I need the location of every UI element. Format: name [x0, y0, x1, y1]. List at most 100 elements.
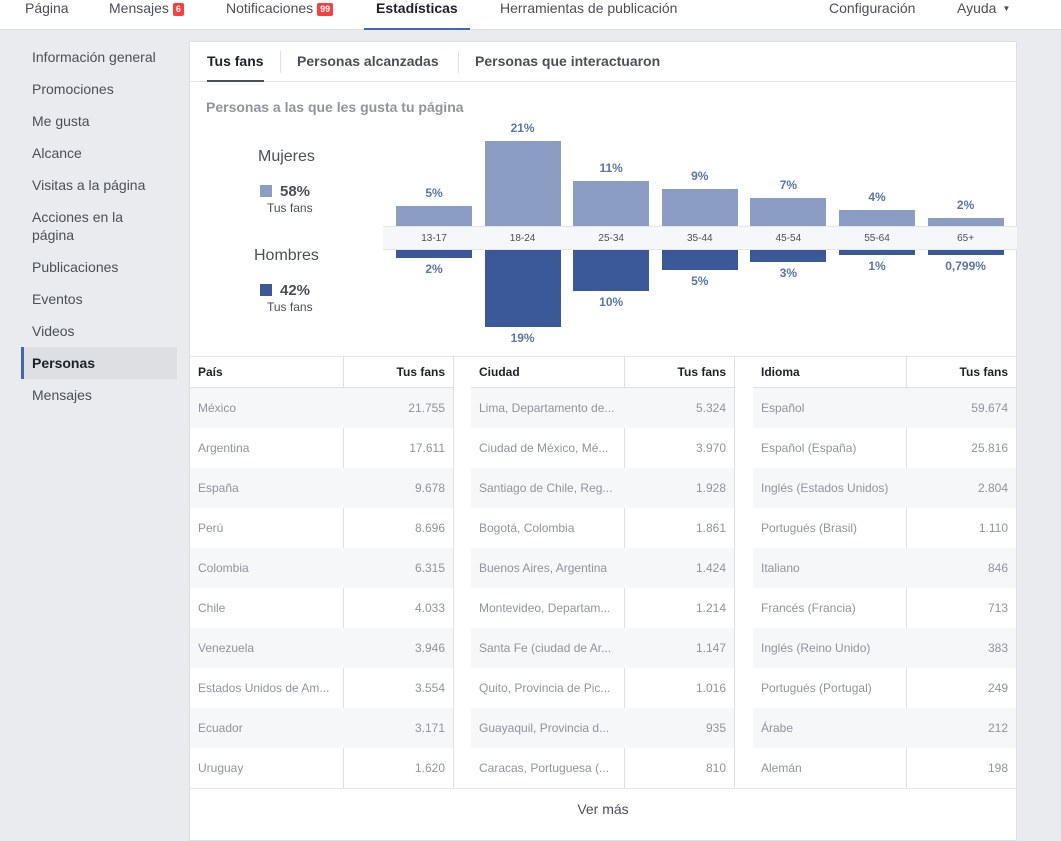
- language-value-cell: 249: [987, 681, 1008, 695]
- women-bar-13-17[interactable]: [396, 205, 472, 226]
- nav-herramientas[interactable]: Herramientas de publicación: [500, 0, 677, 30]
- men-bar-13-17[interactable]: [396, 250, 472, 259]
- language-table-row: Español (España) 25.816: [753, 428, 1016, 468]
- nav-ayuda[interactable]: Ayuda ▼: [957, 0, 1010, 30]
- country-value-cell: 3.171: [414, 721, 445, 735]
- sidebar-item[interactable]: Promociones: [21, 73, 177, 105]
- city-value-cell: 1.928: [695, 481, 726, 495]
- city-value-cell: 1.147: [695, 641, 726, 655]
- country-name-cell: España: [198, 481, 239, 495]
- women-bar-55-64[interactable]: [839, 209, 915, 226]
- see-more-button[interactable]: Ver más: [190, 788, 1016, 829]
- women-bar-65+[interactable]: [927, 217, 1004, 226]
- men-color-swatch: [260, 284, 272, 296]
- city-table-row: Quito, Provincia de Pic... 1.016: [471, 668, 734, 708]
- country-table-row: Perú 8.696: [190, 508, 453, 548]
- country-name-cell: México: [198, 401, 237, 415]
- nav-estadisticas-label: Estadísticas: [376, 0, 458, 16]
- country-value-cell: 4.033: [414, 601, 445, 615]
- sidebar-item[interactable]: Mensajes: [21, 379, 177, 411]
- city-value-cell: 1.016: [695, 681, 726, 695]
- language-name-cell: Francés (Francia): [761, 601, 856, 615]
- language-table-row: Francés (Francia) 713: [753, 588, 1016, 628]
- section-title: Personas a las que les gusta tu página: [206, 99, 464, 115]
- nav-configuracion[interactable]: Configuración: [829, 0, 915, 30]
- women-bar-18-24[interactable]: [484, 140, 561, 226]
- city-name-cell: Buenos Aires, Argentina: [479, 561, 608, 575]
- country-table-row: México 21.755: [190, 388, 453, 428]
- language-table-row: Español 59.674: [753, 388, 1016, 428]
- city-table-row: Lima, Departamento de... 5.324: [471, 388, 734, 428]
- city-table-row: Guayaquil, Provincia d... 935: [471, 708, 734, 748]
- city-value-cell: 935: [705, 721, 726, 735]
- men-bar-35-44[interactable]: [661, 250, 738, 271]
- sidebar-item[interactable]: Publicaciones: [21, 251, 177, 283]
- sidebar-item-label: Información general: [32, 49, 156, 65]
- sidebar-item-label: Mensajes: [32, 387, 92, 403]
- country-name-cell: Venezuela: [198, 641, 255, 655]
- sidebar-item[interactable]: Videos: [21, 315, 177, 347]
- nav-notificaciones[interactable]: Notificaciones 99: [226, 0, 334, 30]
- language-table-row: Inglés (Estados Unidos) 2.804: [753, 468, 1016, 508]
- men-bar-45-54[interactable]: [750, 250, 827, 263]
- table-divider: [734, 357, 735, 789]
- language-header-value: Tus fans: [959, 365, 1008, 379]
- sidebar-item[interactable]: Alcance: [21, 137, 177, 169]
- sidebar-item[interactable]: Eventos: [21, 283, 177, 315]
- city-value-cell: 3.970: [695, 441, 726, 455]
- women-value-label: 5%: [425, 185, 443, 200]
- city-value-cell: 810: [705, 761, 726, 775]
- tab-divider: [458, 51, 459, 73]
- sidebar-item[interactable]: Personas: [21, 347, 177, 379]
- sidebar-item[interactable]: Visitas a la página: [21, 169, 177, 201]
- tab-tus-fans[interactable]: Tus fans: [207, 42, 264, 82]
- city-header-label: Ciudad: [479, 365, 520, 379]
- men-bar-18-24[interactable]: [484, 250, 561, 328]
- sidebar-item[interactable]: Información general: [21, 41, 177, 73]
- men-bar-25-34[interactable]: [573, 250, 650, 291]
- age-tick-label: 45-54: [775, 233, 802, 244]
- language-table-header: Idioma Tus fans: [753, 357, 1016, 388]
- city-header-value: Tus fans: [677, 365, 726, 379]
- tab-personas-interactuaron[interactable]: Personas que interactuaron: [475, 42, 660, 81]
- language-value-cell: 212: [987, 721, 1008, 735]
- men-value-label: 0,799%: [945, 259, 986, 273]
- men-bar-55-64[interactable]: [839, 250, 915, 255]
- men-value-label: 3%: [779, 266, 798, 281]
- city-table-row: Santa Fe (ciudad de Ar... 1.147: [471, 628, 734, 668]
- women-bar-45-54[interactable]: [750, 197, 827, 226]
- sidebar-item[interactable]: Acciones en la página: [21, 201, 177, 251]
- country-value-cell: 9.678: [414, 481, 445, 495]
- city-name-cell: Montevideo, Departam...: [479, 601, 611, 615]
- active-nav-underline: [364, 28, 470, 30]
- country-value-cell: 1.620: [414, 761, 445, 775]
- country-table-row: Chile 4.033: [190, 588, 453, 628]
- women-subtitle: Tus fans: [267, 201, 313, 215]
- sidebar-item[interactable]: Me gusta: [21, 105, 177, 137]
- tab-personas-alcanzadas[interactable]: Personas alcanzadas: [297, 42, 439, 81]
- women-bar-35-44[interactable]: [661, 189, 738, 226]
- country-name-cell: Perú: [198, 521, 224, 535]
- language-rows: Español 59.674 Español (España) 25.816 Inglé…: [753, 388, 1016, 788]
- sidebar-item-label: Me gusta: [32, 113, 90, 129]
- nav-mensajes[interactable]: Mensajes 6: [109, 0, 184, 30]
- country-header-value: Tus fans: [396, 365, 445, 379]
- city-value-cell: 1.424: [695, 561, 726, 575]
- country-table-row: Estados Unidos de Am... 3.554: [190, 668, 453, 708]
- men-bar-65+[interactable]: [927, 250, 1004, 255]
- nav-pagina[interactable]: Página: [25, 0, 69, 30]
- demographics-tables: País Tus fans México 21.755 Argentina 17.61…: [190, 356, 1016, 789]
- language-name-cell: Alemán: [761, 761, 802, 775]
- women-value-label: 7%: [779, 177, 798, 192]
- tab-bar: Tus fans Personas alcanzadas Personas qu…: [190, 42, 1016, 82]
- country-name-cell: Colombia: [198, 561, 249, 575]
- city-table-row: Santiago de Chile, Reg... 1.928: [471, 468, 734, 508]
- nav-estadisticas[interactable]: Estadísticas: [364, 0, 470, 30]
- city-table-row: Caracas, Portuguesa (... 810: [471, 748, 734, 788]
- country-table-row: España 9.678: [190, 468, 453, 508]
- age-tick-label: 35-44: [687, 233, 713, 244]
- country-value-cell: 3.554: [414, 681, 445, 695]
- sidebar-item-label: Publicaciones: [32, 259, 119, 275]
- women-bar-25-34[interactable]: [573, 181, 650, 226]
- language-name-cell: Español (España): [761, 441, 857, 455]
